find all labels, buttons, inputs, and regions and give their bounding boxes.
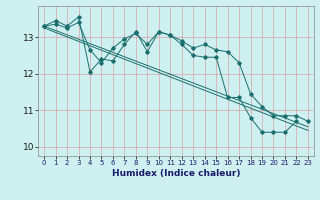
X-axis label: Humidex (Indice chaleur): Humidex (Indice chaleur) [112,169,240,178]
